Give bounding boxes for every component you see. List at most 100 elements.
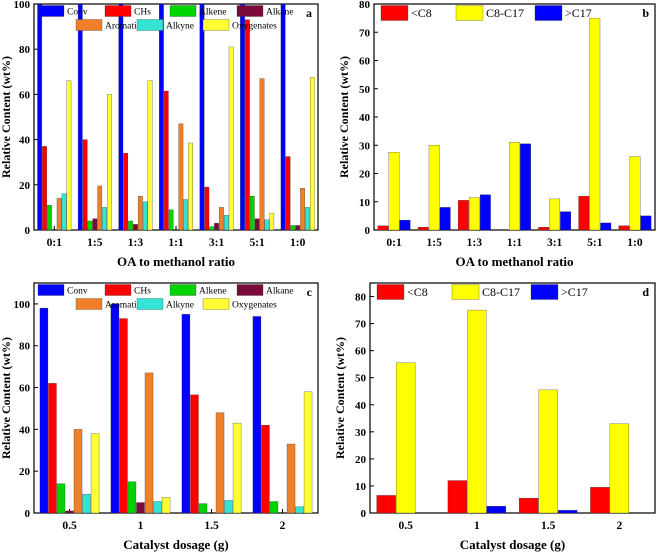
plot-frame (33, 282, 319, 514)
bar-alkyne-2 (295, 506, 304, 514)
panel-letter: c (307, 285, 313, 299)
bar-c17-5-1 (600, 222, 612, 231)
bar-alkane-0.5 (65, 510, 74, 514)
panel-c: 0 20 40 60 80 100 0.5 1 1.5 2 Conv CHs Alkene Alkane A… (0, 282, 319, 552)
y-tick-label: 100 (14, 299, 31, 311)
legend-label: Alkane (266, 7, 293, 17)
bar-c8-1-3 (457, 200, 469, 231)
x-tick-label: 1.5 (541, 520, 556, 532)
x-axis-label: OA to methanol ratio (455, 254, 573, 269)
y-tick-label: 70 (355, 319, 367, 331)
bar-oxygenates-1-5 (107, 94, 112, 231)
bar-c8c17-1.5 (538, 389, 558, 514)
bar-aromatic-0.5 (73, 429, 83, 514)
x-tick-label: 1:3 (128, 237, 144, 249)
bar-chs-0-1 (42, 146, 47, 231)
bar-chs-0.5 (48, 383, 57, 514)
legend-swatch (376, 284, 405, 300)
bar-oxygenates-1 (161, 497, 171, 514)
bar-c8-3-1 (538, 227, 550, 231)
panel-letter: a (306, 6, 312, 20)
x-tick-label: 3:1 (209, 237, 225, 249)
y-tick-label: 60 (359, 56, 371, 68)
legend-label: CHs (134, 7, 151, 17)
legend: <C8 C8-C17 >C17 (376, 284, 588, 300)
legend-label: Oxygenates (232, 21, 277, 31)
bar-alkene-1.5 (198, 503, 208, 514)
y-tick-label: 0 (25, 508, 31, 520)
legend-swatch (136, 298, 164, 310)
bar-c8-0.5 (376, 495, 396, 514)
panel-letter: d (642, 285, 649, 299)
legend: Conv CHs Alkene Alkane Aromatic Alkyne Oxygena… (37, 284, 293, 310)
bar-alkene-1-3 (128, 220, 133, 231)
bar-conv-1-3 (118, 3, 124, 231)
legend-label: CHs (134, 286, 151, 296)
y-tick-label: 40 (19, 424, 31, 436)
x-tick-label: 0:1 (47, 237, 63, 249)
bar-chs-1-0 (285, 156, 291, 231)
bar-alkene-3-1 (209, 226, 215, 231)
bar-alkene-1-0 (290, 225, 296, 231)
bar-aromatic-5-1 (259, 78, 265, 231)
y-tick-label: 100 (14, 0, 31, 11)
bar-c8c17-0.5 (395, 362, 416, 514)
bar-oxygenates-1-0 (309, 77, 315, 231)
legend-swatch (169, 284, 197, 296)
x-axis-label: Catalyst dosage (g) (123, 537, 228, 552)
legend-label: Conv (67, 286, 88, 296)
bar-c17-1-3 (479, 194, 491, 231)
bar-c8c17-1 (467, 309, 487, 514)
panel-a: 0 20 40 60 80 100 0:1 1:5 1:3 1:1 3:1 5:1 1:0 Conv CHs… (0, 0, 319, 269)
legend-label: C8-C17 (486, 6, 524, 20)
y-tick-label: 60 (19, 383, 31, 395)
bar-c8-1 (447, 480, 468, 514)
bar-alkane-1-3 (133, 224, 138, 231)
legend-label: Alkyne (166, 21, 194, 31)
x-tick-label: 1.5 (204, 520, 219, 532)
bar-conv-1-1 (159, 3, 164, 231)
bar-oxygenates-5-1 (269, 212, 275, 231)
bar-aromatic-1-0 (300, 188, 305, 231)
x-tick-label: 1:5 (427, 237, 443, 249)
legend-swatch (136, 19, 164, 31)
bar-chs-5-1 (245, 19, 250, 231)
bar-c8c17-1-5 (428, 145, 440, 231)
y-tick-label: 40 (19, 135, 31, 147)
y-tick-label: 0 (365, 225, 371, 237)
bar-alkyne-1-3 (142, 201, 148, 231)
bar-c8-1.5 (519, 497, 539, 514)
bar-aromatic-1-3 (137, 195, 143, 231)
bar-c17-1-1 (520, 143, 531, 231)
y-tick-label: 20 (19, 466, 31, 478)
bar-c8-1-0 (618, 225, 630, 231)
bar-conv-5-1 (240, 3, 245, 231)
bar-conv-0-1 (37, 3, 43, 231)
x-axis-label: Catalyst dosage (g) (460, 537, 565, 552)
bar-aromatic-0-1 (56, 198, 62, 231)
bar-c17-1-0 (640, 215, 652, 231)
legend-label: C8-C17 (482, 285, 520, 299)
y-tick-label: 70 (359, 27, 371, 39)
bar-alkane-1 (136, 502, 145, 514)
bar-c8c17-1-3 (468, 197, 480, 231)
x-tick-label: 1 (138, 520, 144, 532)
y-tick-label: 80 (19, 44, 31, 56)
y-tick-label: 20 (355, 454, 367, 466)
bar-oxygenates-0-1 (66, 80, 72, 231)
legend-swatch (169, 5, 197, 17)
bar-alkane-1-5 (92, 218, 98, 231)
bar-c17-1-5 (439, 207, 451, 231)
y-tick-label: 10 (355, 481, 367, 493)
bar-c17-1.5 (557, 510, 578, 514)
panel-d: 0 10 20 30 40 50 60 70 80 0.5 1 1.5 2 <C8 C8-C17 >C17 d C… (333, 282, 656, 552)
y-axis-label: Relative Content (wt%) (0, 337, 13, 459)
bar-oxygenates-0.5 (90, 433, 100, 514)
legend-label: Oxygenates (232, 300, 277, 310)
legend-label: <C8 (411, 6, 432, 20)
y-tick-label: 0 (361, 508, 367, 520)
bar-aromatic-1-1 (178, 123, 184, 231)
plot-frame (369, 282, 656, 514)
y-tick-label: 50 (359, 84, 371, 96)
